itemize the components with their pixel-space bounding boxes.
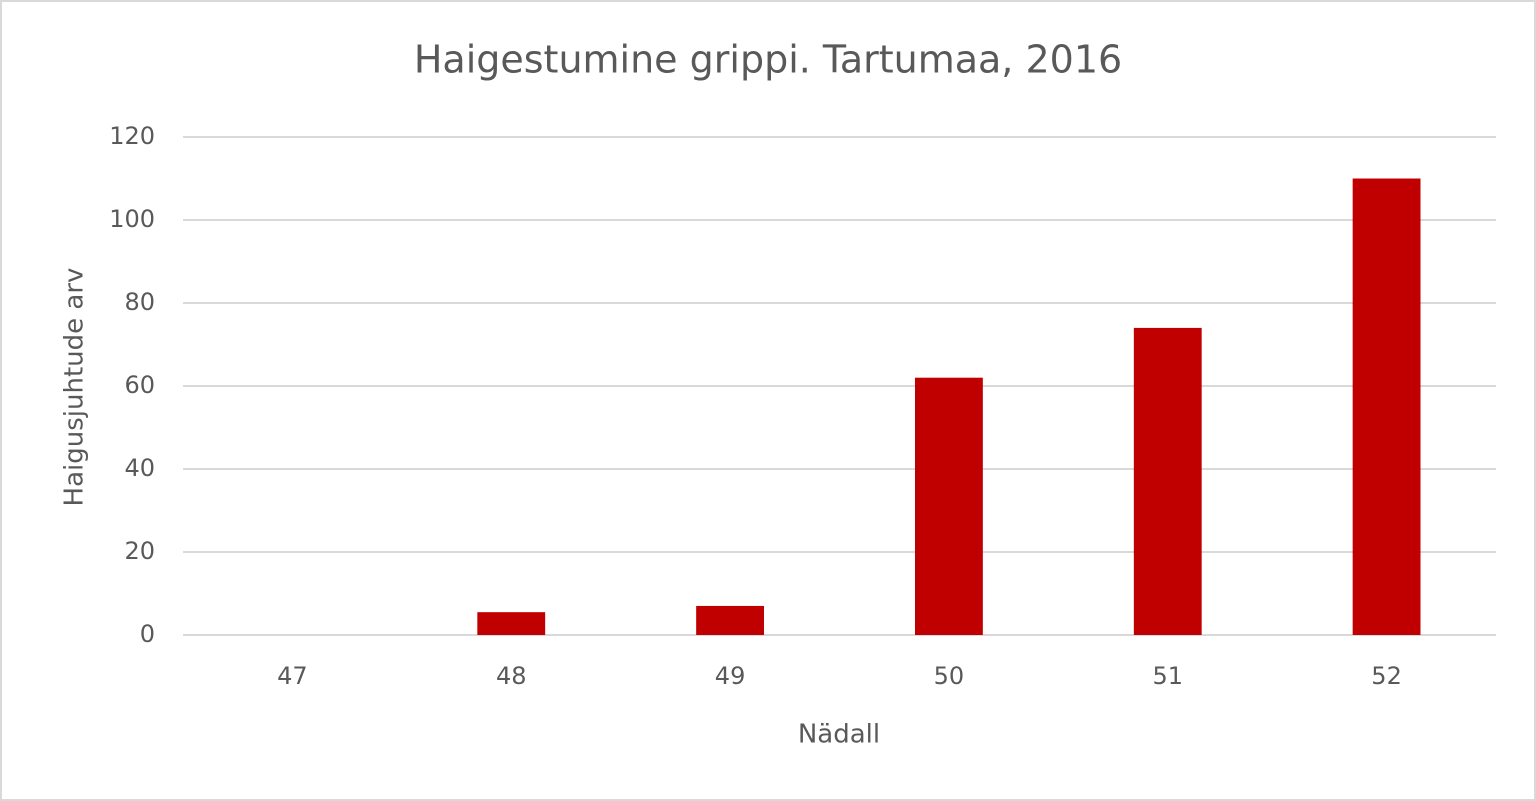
x-tick-label: 51 <box>1152 662 1183 690</box>
x-axis-title: Nädall <box>798 720 880 750</box>
x-tick-label: 48 <box>496 662 527 690</box>
y-tick-label: 0 <box>140 620 155 648</box>
y-tick-label: 40 <box>124 454 155 482</box>
y-tick-label: 20 <box>124 537 155 565</box>
bar <box>477 612 546 635</box>
bar <box>1352 178 1421 635</box>
bar <box>1133 327 1202 635</box>
x-tick-label: 52 <box>1371 662 1402 690</box>
y-tick-label: 120 <box>109 122 155 150</box>
x-tick-label: 47 <box>277 662 308 690</box>
y-tick-label: 100 <box>109 205 155 233</box>
bar <box>696 605 765 635</box>
x-tick-label: 50 <box>934 662 965 690</box>
y-axis-title: Haigusjuhtude arv <box>60 268 90 507</box>
y-tick-label: 80 <box>124 288 155 316</box>
chart-title: Haigestumine grippi. Tartumaa, 2016 <box>414 38 1122 82</box>
x-tick-label: 49 <box>715 662 746 690</box>
y-tick-label: 60 <box>124 371 155 399</box>
bar <box>914 377 983 635</box>
